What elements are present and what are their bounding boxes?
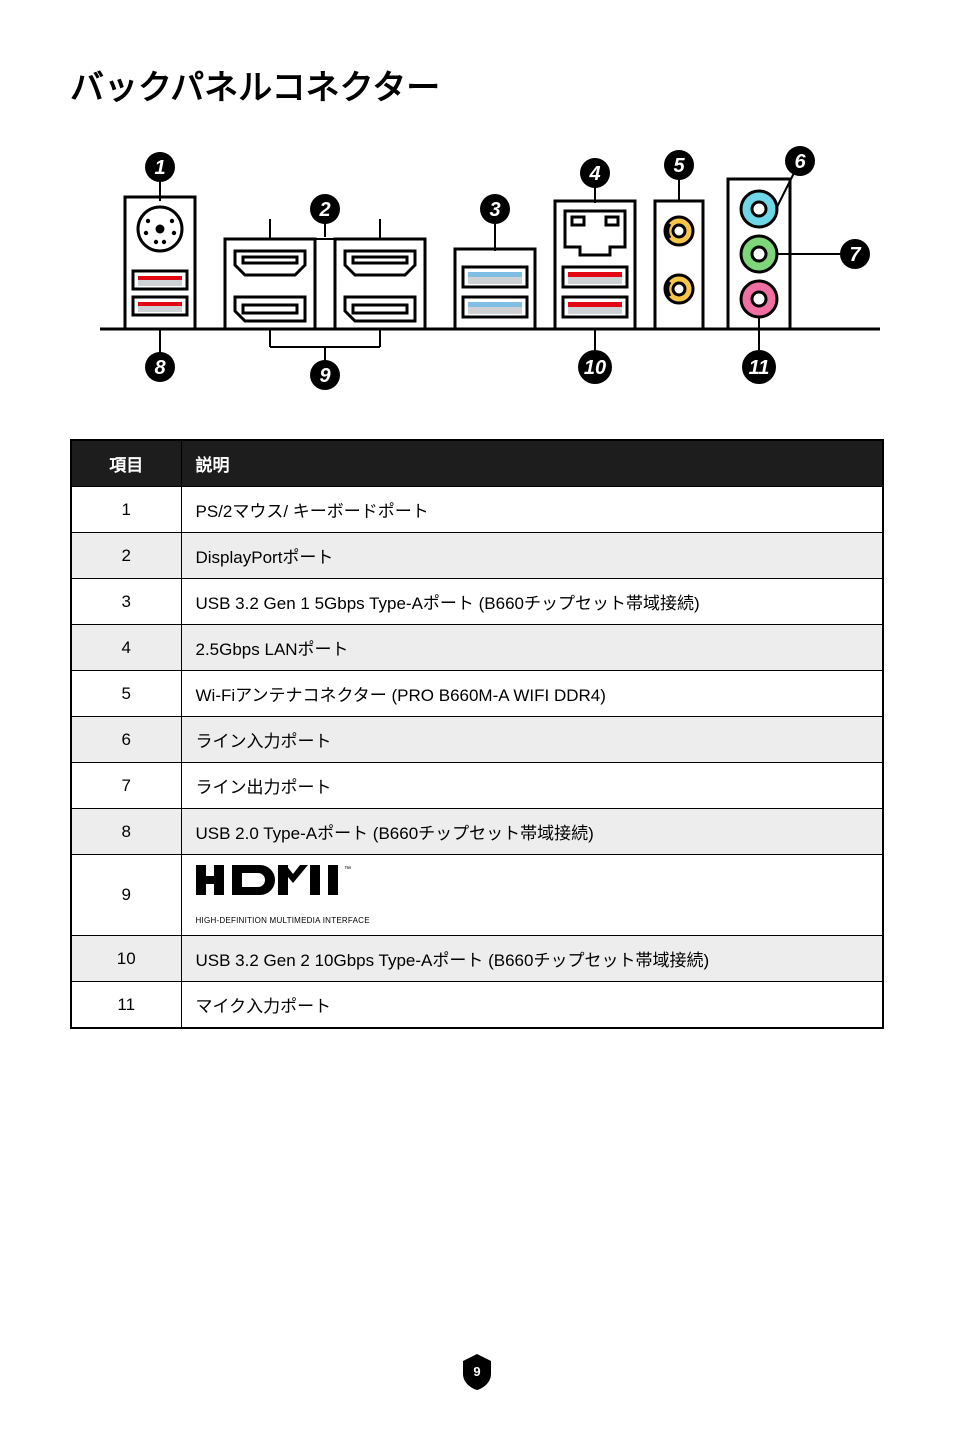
table-row: 5 Wi-Fiアンテナコネクター (PRO B660M-A WIFI DDR4) (71, 671, 883, 717)
row-desc: ライン出力ポート (181, 763, 883, 809)
row-desc: USB 3.2 Gen 2 10Gbps Type-Aポート (B660チップセ… (181, 936, 883, 982)
callout-7: 7 (849, 244, 861, 266)
row-num: 3 (71, 579, 181, 625)
table-row: 11 マイク入力ポート (71, 982, 883, 1029)
col-header-item: 項目 (71, 440, 181, 487)
row-desc: Wi-Fiアンテナコネクター (PRO B660M-A WIFI DDR4) (181, 671, 883, 717)
row-num: 10 (71, 936, 181, 982)
callout-1: 1 (154, 157, 165, 179)
row-desc: DisplayPortポート (181, 533, 883, 579)
table-row: 6 ライン入力ポート (71, 717, 883, 763)
row-num: 2 (71, 533, 181, 579)
callout-11: 11 (749, 357, 770, 379)
table-row: 4 2.5Gbps LANポート (71, 625, 883, 671)
hdmi-logo-icon: ™ (196, 865, 376, 914)
page-footer: 9 (0, 1352, 954, 1392)
callout-8: 8 (154, 357, 166, 379)
table-row: 9 ™ (71, 855, 883, 936)
row-desc: ライン入力ポート (181, 717, 883, 763)
table-row: 3 USB 3.2 Gen 1 5Gbps Type-Aポート (B660チップ… (71, 579, 883, 625)
row-desc: マイク入力ポート (181, 982, 883, 1029)
svg-text:™: ™ (344, 866, 351, 873)
callout-5: 5 (673, 155, 685, 177)
hdmi-tagline: HIGH-DEFINITION MULTIMEDIA INTERFACE (196, 916, 869, 925)
callout-6: 6 (794, 151, 806, 173)
row-desc: PS/2マウス/ キーボードポート (181, 487, 883, 533)
table-row: 10 USB 3.2 Gen 2 10Gbps Type-Aポート (B660チ… (71, 936, 883, 982)
callout-3: 3 (489, 199, 500, 221)
row-desc-hdmi: ™ HIGH-DEFINITION MULTIMEDIA INTERFACE (181, 855, 883, 936)
table-row: 7 ライン出力ポート (71, 763, 883, 809)
row-num: 7 (71, 763, 181, 809)
row-desc: 2.5Gbps LANポート (181, 625, 883, 671)
table-row: 1 PS/2マウス/ キーボードポート (71, 487, 883, 533)
callout-2: 2 (318, 199, 330, 221)
row-desc: USB 2.0 Type-Aポート (B660チップセット帯域接続) (181, 809, 883, 855)
page-title: バックパネルコネクター (70, 60, 884, 109)
callout-9: 9 (319, 365, 331, 387)
row-num: 6 (71, 717, 181, 763)
row-num: 4 (71, 625, 181, 671)
callout-10: 10 (584, 357, 606, 379)
row-num: 5 (71, 671, 181, 717)
row-num: 11 (71, 982, 181, 1029)
page-number-badge: 9 (460, 1352, 494, 1392)
row-num: 8 (71, 809, 181, 855)
row-num: 9 (71, 855, 181, 936)
table-row: 8 USB 2.0 Type-Aポート (B660チップセット帯域接続) (71, 809, 883, 855)
back-panel-diagram: 1 2 3 4 5 6 7 8 9 (70, 139, 884, 399)
callout-4: 4 (588, 163, 600, 185)
row-num: 1 (71, 487, 181, 533)
col-header-desc: 説明 (181, 440, 883, 487)
row-desc: USB 3.2 Gen 1 5Gbps Type-Aポート (B660チップセッ… (181, 579, 883, 625)
table-row: 2 DisplayPortポート (71, 533, 883, 579)
ports-table: 項目 説明 1 PS/2マウス/ キーボードポート 2 DisplayPortポ… (70, 439, 884, 1029)
page-number: 9 (473, 1364, 480, 1379)
